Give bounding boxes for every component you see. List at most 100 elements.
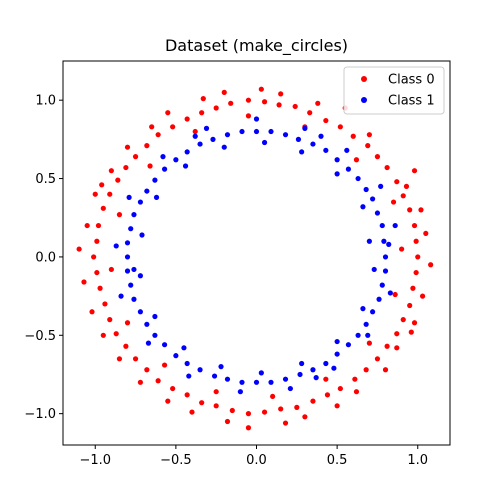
point-class-0-105 [89,309,95,315]
point-class-1-43 [268,379,274,385]
point-class-0-107 [165,398,171,404]
point-class-0-75 [245,425,252,431]
point-class-1-80 [160,154,166,160]
point-class-1-62 [182,163,189,169]
point-class-0-91 [213,389,219,395]
point-class-0-86 [147,163,153,169]
point-class-1-6 [355,175,361,182]
y-tick-label-1: −0.5 [24,329,56,344]
point-class-1-36 [173,353,179,359]
point-class-1-82 [113,243,119,249]
point-class-0-77 [353,389,360,395]
point-class-1-95 [313,375,319,381]
x-tick-label-1: −0.5 [160,453,192,468]
point-class-1-81 [126,194,132,200]
point-class-0-38 [132,356,139,362]
point-class-0-111 [382,367,389,373]
point-class-0-44 [213,403,219,409]
point-class-1-69 [258,370,264,376]
point-class-1-48 [334,351,340,357]
point-class-0-70 [84,222,90,229]
legend-box [343,66,445,115]
point-class-1-23 [144,188,150,194]
point-class-1-67 [181,345,187,351]
point-class-1-44 [282,376,289,382]
legend-marker-class-1 [361,97,367,103]
point-class-1-34 [152,332,158,338]
point-class-0-1 [413,238,419,244]
point-class-1-4 [370,196,376,202]
point-class-1-32 [137,309,143,315]
point-class-0-73 [137,379,143,385]
point-class-1-35 [161,342,168,348]
point-class-1-39 [211,373,218,379]
point-class-0-51 [324,392,331,398]
point-class-0-114 [99,182,105,188]
point-class-1-13 [268,128,274,135]
point-class-1-59 [299,149,305,155]
chart-title: Dataset (make_circles) [165,36,348,56]
point-class-0-49 [294,404,300,410]
y-tick-label-4: 1.0 [35,94,56,109]
x-tick-label-4: 1.0 [407,453,428,468]
point-class-0-84 [245,113,252,119]
point-class-0-32 [94,269,100,276]
points-layer [76,86,434,431]
point-class-1-65 [137,273,143,279]
point-class-0-39 [144,367,150,373]
point-class-0-35 [107,317,113,323]
point-class-0-59 [407,302,413,309]
point-class-0-94 [366,340,372,346]
point-class-1-85 [186,373,192,379]
point-class-0-5 [394,179,400,185]
point-class-1-63 [153,194,160,200]
point-class-0-21 [170,124,176,130]
point-class-1-28 [124,254,131,260]
point-class-0-72 [100,332,106,338]
point-class-1-66 [152,313,158,320]
point-class-1-7 [345,166,352,172]
point-class-0-3 [407,207,413,213]
point-class-0-12 [307,110,313,116]
point-class-0-26 [115,177,121,183]
point-class-0-88 [108,266,114,273]
point-class-1-24 [137,199,143,205]
point-class-1-79 [203,125,210,131]
point-class-1-42 [253,379,260,385]
point-class-1-87 [287,385,293,392]
point-class-0-24 [132,154,139,160]
point-class-0-16 [245,97,252,103]
point-class-0-80 [399,246,405,252]
point-class-1-27 [124,240,131,246]
point-class-1-86 [237,389,243,395]
point-class-0-78 [394,345,400,351]
point-class-0-103 [92,191,98,197]
point-class-1-56 [366,238,372,244]
point-class-0-63 [403,183,410,189]
point-class-0-97 [411,168,418,174]
point-class-0-53 [352,376,358,382]
y-tick-label-0: −1.0 [24,407,56,422]
point-class-1-73 [371,266,377,273]
point-class-0-102 [124,144,131,150]
point-class-0-110 [334,403,340,409]
point-class-1-5 [363,186,369,193]
point-class-0-34 [102,301,108,307]
point-class-0-6 [384,164,390,171]
point-class-1-74 [392,222,398,229]
point-class-0-7 [374,154,381,160]
point-class-0-10 [337,124,343,130]
point-class-0-25 [123,164,129,171]
point-class-0-29 [95,222,102,229]
point-class-1-51 [363,321,369,327]
point-class-0-19 [199,110,205,116]
point-class-0-66 [258,86,264,92]
point-class-0-28 [100,205,106,211]
point-class-0-30 [94,238,100,244]
point-class-1-64 [139,232,145,238]
point-class-0-95 [392,291,398,298]
point-class-0-45 [229,407,235,414]
point-class-1-49 [345,342,352,348]
point-class-1-50 [355,332,361,338]
point-class-0-20 [184,116,190,122]
